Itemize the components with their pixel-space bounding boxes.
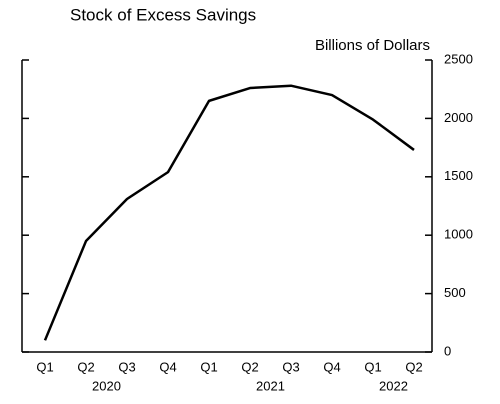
x-tick-label: Q4 — [323, 359, 340, 374]
x-tick-label: Q2 — [77, 359, 94, 374]
x-tick-label: Q1 — [364, 359, 381, 374]
x-tick-label: Q1 — [36, 359, 53, 374]
x-tick-label: Q3 — [118, 359, 135, 374]
data-line — [43, 84, 415, 341]
y-tick-label: 1000 — [444, 227, 473, 242]
x-group-label: 2022 — [379, 378, 408, 393]
x-group-label: 2020 — [92, 378, 121, 393]
x-tick-label: Q1 — [200, 359, 217, 374]
x-tick-label: Q3 — [282, 359, 299, 374]
x-tick-label: Q2 — [405, 359, 422, 374]
x-group-label: 2021 — [256, 378, 285, 393]
y-tick-label: 1500 — [444, 168, 473, 183]
y-axis-label: Billions of Dollars — [315, 37, 430, 54]
y-tick-label: 2000 — [444, 110, 473, 125]
y-tick-label: 2500 — [444, 51, 473, 66]
x-tick-label: Q2 — [241, 359, 258, 374]
y-tick-label: 500 — [444, 285, 466, 300]
chart-title: Stock of Excess Savings — [70, 5, 256, 24]
y-tick-label: 0 — [444, 343, 451, 358]
x-tick-label: Q4 — [159, 359, 176, 374]
